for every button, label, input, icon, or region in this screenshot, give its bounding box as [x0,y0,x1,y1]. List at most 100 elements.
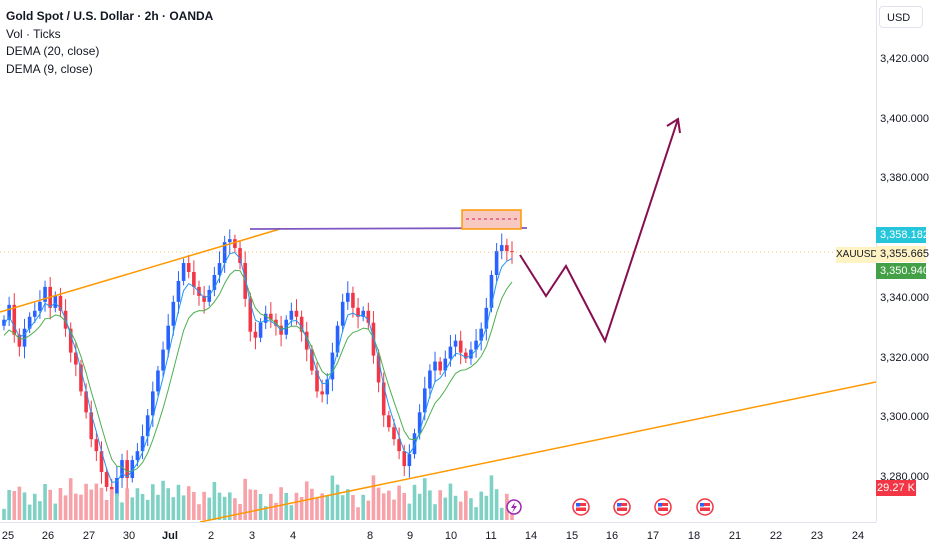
candle-body [176,280,181,302]
candle-body [469,349,473,359]
volume-bar [274,502,278,520]
candle-body [32,310,37,317]
volume-bar [479,491,484,520]
volume-bar [433,504,437,520]
dema9-indicator-label[interactable]: DEMA (9, close) [6,61,93,76]
time-tick-label: 4 [289,530,297,542]
volume-bar [12,491,17,520]
volume-bar [243,478,247,520]
volume-bar [402,493,407,520]
volume-bar [335,484,340,520]
lightning-glyph [511,502,517,513]
time-tick-label: 3 [248,530,256,542]
candle-body [361,310,365,317]
candle-body [89,412,94,440]
chart-legend: Gold Spot / U.S. Dollar · 2h · OANDA Vol… [6,8,213,78]
volume-bar [428,490,432,520]
volume-bar [38,501,42,520]
time-tick-label: 8 [366,530,374,542]
volume-bar [7,490,11,520]
price-tick-label: 3,300.000 [880,411,929,424]
volume-bar [156,494,160,520]
chart-area[interactable]: Gold Spot / U.S. Dollar · 2h · OANDA Vol… [0,0,876,522]
candle-body [453,340,458,347]
symbol-title[interactable]: Gold Spot / U.S. Dollar · 2h · OANDA [6,9,214,23]
volume-bar [294,492,299,520]
candle-body [253,331,258,338]
volume-bar [284,493,289,520]
candle-body [130,460,135,478]
candle-body [22,328,27,347]
candle-body [192,271,196,287]
time-tick-label: 26 [41,530,55,542]
volume-bar [464,490,468,520]
candle-body [12,304,17,335]
dema20-line [3,269,513,473]
volume-bar [166,488,171,520]
time-tick-label: 10 [444,530,458,542]
candle-body [145,415,150,437]
currency-button[interactable]: USD [879,6,923,28]
volume-bar [74,493,78,520]
dema20-indicator-label[interactable]: DEMA (20, close) [6,44,100,58]
price-tick-label: 3,380.000 [880,172,929,185]
time-tick-label: 9 [406,530,414,542]
volume-bar [197,504,201,520]
volume-bar [32,493,37,520]
candle-body [58,295,63,311]
volume-bar [84,483,88,520]
candle-body [443,358,448,371]
candle-body [94,439,99,452]
volume-bar [443,497,448,520]
volume-bar [253,489,258,520]
volume-indicator-label[interactable]: Vol · Ticks [6,26,61,41]
candle-body [438,361,442,371]
time-axis[interactable]: 25 26 27 30 Jul 2 3 4 8 9 10 11 14 15 16 17 18 21 22 23 24 [0,522,876,551]
candle-body [125,460,129,478]
candle-body [499,245,504,252]
candle-body [304,331,309,350]
price-tick-label: 3,420.000 [880,53,929,65]
volume-bar [192,492,196,520]
volume-bar [351,495,355,520]
volume-bar [217,492,222,520]
candle-body [233,239,237,249]
time-tick-label: 27 [82,530,96,542]
time-tick-label: Jul [162,530,178,542]
volume-bar [458,501,463,520]
candle-body [53,295,58,308]
volume-bar [145,499,150,520]
volume-bar [135,488,140,520]
volume-bar [397,485,401,520]
volume-bar [68,478,73,520]
candle-body [397,439,401,452]
candle-body [428,370,432,389]
price-axis[interactable]: 3,280.000 3,300.000 3,320.000 3,340.000 3,38… [876,0,932,522]
volume-bar [320,493,324,520]
volume-bar [89,489,94,520]
time-tick-label: 25 [1,530,15,542]
flag-canton [576,503,580,507]
candle-body [258,322,263,338]
candle-body [135,451,140,461]
candle-body [433,361,437,371]
volume-bar [453,495,458,520]
volume-bar [474,507,478,520]
candle-body [212,274,217,290]
volume-bar [325,496,330,520]
volume-bar [299,497,304,520]
candle-body [417,412,422,434]
candle-body [458,340,463,353]
volume-bar [387,490,391,520]
lower-trendline [199,381,876,522]
candle-body [289,310,294,320]
symbol-price-label: XAUUSD [836,247,878,263]
volume-bar [99,487,104,520]
chart-svg [0,117,876,522]
volume-bar [407,503,412,520]
candle-body [310,349,314,371]
volume-bar [53,503,58,520]
volume-bar [376,487,381,520]
flag-stripe-white [617,506,627,508]
candle-body [335,325,340,353]
